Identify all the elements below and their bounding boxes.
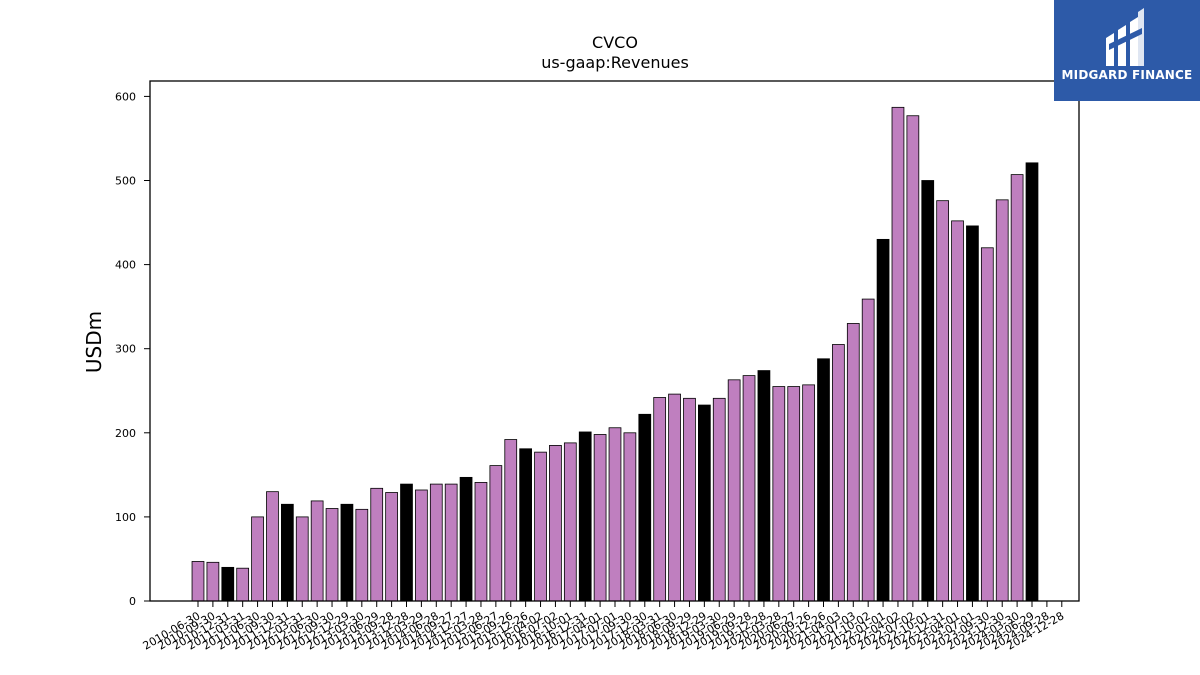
bar-2024-03-30 (1010, 174, 1024, 602)
y-tick-label: 500 (115, 175, 136, 188)
bar-2015-12-26 (519, 448, 533, 602)
bar-2023-12-30 (995, 199, 1009, 602)
bar-2014-03-29 (415, 489, 428, 602)
bar-2017-09-30 (623, 432, 637, 602)
bar-2013-12-28 (400, 483, 413, 602)
bar-2021-10-02 (861, 298, 875, 602)
bar-2010-09-30 (206, 561, 220, 602)
bar-2023-07-01 (966, 225, 979, 602)
plot-frame (149, 80, 1080, 602)
bar-2014-06-28 (429, 483, 443, 602)
bar-2013-03-30 (355, 508, 369, 602)
bar-2020-06-27 (787, 386, 801, 602)
bar-2010-12-31 (221, 566, 235, 602)
y-tick-label: 300 (115, 343, 136, 356)
chart-subtitle: us-gaap:Revenues (541, 53, 689, 72)
bar-2016-07-02 (549, 445, 562, 602)
bar-2023-09-30 (980, 247, 994, 602)
bar-2022-01-01 (876, 238, 890, 602)
bar-2016-10-01 (563, 442, 577, 602)
bar-2020-09-26 (802, 384, 815, 602)
bar-2020-12-26 (817, 358, 830, 602)
bar-2018-03-31 (653, 397, 667, 602)
bar-2019-09-28 (742, 375, 756, 602)
bar-2015-06-27 (489, 465, 503, 602)
bar-2016-04-02 (534, 451, 547, 602)
bar-2018-06-30 (668, 393, 681, 602)
bar-2019-12-28 (757, 370, 771, 602)
bar-2019-06-29 (727, 379, 741, 602)
bar-2014-09-27 (444, 483, 458, 602)
chart-title: CVCO (592, 33, 638, 52)
bar-2022-07-02 (906, 115, 920, 602)
bar-2015-03-28 (474, 482, 488, 602)
bar-2012-03-31 (295, 516, 309, 602)
y-tick-label: 0 (129, 595, 136, 608)
bar-2011-03-31 (236, 567, 250, 602)
bar-2016-12-31 (578, 431, 592, 602)
bar-2017-07-01 (608, 427, 622, 602)
bar-2012-09-30 (325, 508, 339, 602)
bar-2012-06-30 (310, 500, 324, 602)
bar-2022-12-31 (936, 200, 950, 602)
midgard-finance-logo: MIDGARD FINANCE (1054, 0, 1200, 101)
bar-2024-06-29 (1025, 162, 1039, 602)
bar-2013-06-29 (370, 487, 384, 602)
bar-2015-09-26 (504, 439, 518, 602)
bar-2013-09-28 (385, 492, 398, 602)
bar-2011-09-30 (266, 491, 279, 602)
y-tick-label: 600 (115, 90, 136, 103)
bar-2017-04-01 (593, 434, 607, 602)
bar-2011-12-31 (280, 503, 294, 602)
midgard-logo-icon (1106, 8, 1144, 66)
y-tick-label: 200 (115, 427, 136, 440)
bar-2022-10-01 (921, 180, 935, 602)
bar-2018-12-29 (698, 404, 711, 602)
bar-2011-06-30 (251, 516, 264, 602)
bar-2012-12-29 (340, 503, 354, 602)
bar-2017-12-30 (638, 413, 652, 602)
logo-wordmark: MIDGARD FINANCE (1061, 68, 1193, 82)
y-axis: 0 100 200 300 400 500 600 (115, 90, 150, 608)
x-axis: 2010-06-302010-09-302010-12-312011-03-31… (141, 601, 1066, 653)
y-axis-label: USDm (82, 311, 106, 373)
y-tick-label: 400 (115, 259, 136, 272)
bar-2019-03-30 (712, 397, 726, 602)
bar-2021-04-03 (832, 344, 845, 602)
bar-2023-04-01 (951, 220, 964, 602)
bar-2010-06-30 (191, 561, 205, 602)
y-tick-label: 100 (115, 511, 136, 524)
bar-2021-07-03 (846, 323, 860, 602)
bar-2014-12-27 (459, 476, 473, 602)
bar-2018-09-29 (683, 397, 696, 602)
bar-2020-03-28 (772, 386, 786, 602)
bars-group (191, 106, 1039, 602)
bar-2022-04-02 (891, 106, 905, 602)
